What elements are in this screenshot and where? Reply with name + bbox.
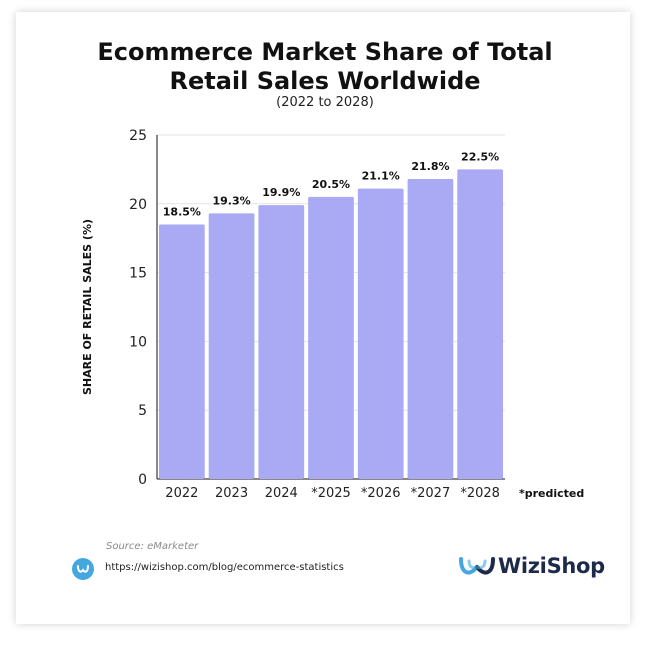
- y-tick-label: 25: [129, 128, 147, 144]
- y-tick-label: 0: [138, 472, 147, 488]
- x-tick-label: 2023: [215, 486, 248, 501]
- y-axis-title: SHARE OF RETAIL SALES (%): [81, 219, 94, 395]
- data-label: 18.5%: [163, 205, 201, 218]
- data-label: 21.1%: [362, 170, 400, 183]
- x-tick-label: 2024: [265, 486, 298, 501]
- bar: [258, 205, 305, 479]
- data-label: 19.9%: [262, 186, 300, 199]
- x-tick-label: *2026: [361, 486, 401, 501]
- chart-subtitle: (2022 to 2028): [276, 95, 374, 110]
- bar: [457, 169, 503, 479]
- bar: [159, 224, 205, 479]
- bar: [208, 213, 255, 479]
- source-note: Source: eMarketer: [106, 541, 199, 552]
- y-tick-label: 5: [138, 403, 147, 419]
- data-label: 22.5%: [461, 150, 499, 163]
- x-tick-label: *2028: [460, 486, 500, 501]
- title-line-1: Ecommerce Market Share of Total: [97, 38, 553, 66]
- data-label: 20.5%: [312, 178, 350, 191]
- y-tick-label: 20: [129, 197, 147, 213]
- bar: [407, 179, 454, 480]
- y-tick-label: 15: [129, 266, 147, 282]
- bar: [308, 196, 354, 480]
- x-tick-label: *2025: [311, 486, 351, 501]
- bar: [357, 188, 404, 479]
- wizishop-badge-icon: [72, 558, 94, 580]
- source-link[interactable]: https://wizishop.com/blog/ecommerce-stat…: [105, 562, 344, 573]
- predicted-note: *predicted: [519, 487, 584, 500]
- y-tick-label: 10: [129, 334, 147, 350]
- data-label: 21.8%: [411, 160, 449, 173]
- x-tick-label: 2022: [165, 486, 198, 501]
- chart-title: Ecommerce Market Share of Total Retail S…: [0, 38, 650, 96]
- data-label: 19.3%: [212, 194, 250, 207]
- wizishop-logo-icon: [458, 553, 496, 585]
- x-tick-label: *2027: [411, 486, 451, 501]
- brand-name: WiziShop: [498, 554, 605, 578]
- title-line-2: Retail Sales Worldwide: [169, 67, 481, 95]
